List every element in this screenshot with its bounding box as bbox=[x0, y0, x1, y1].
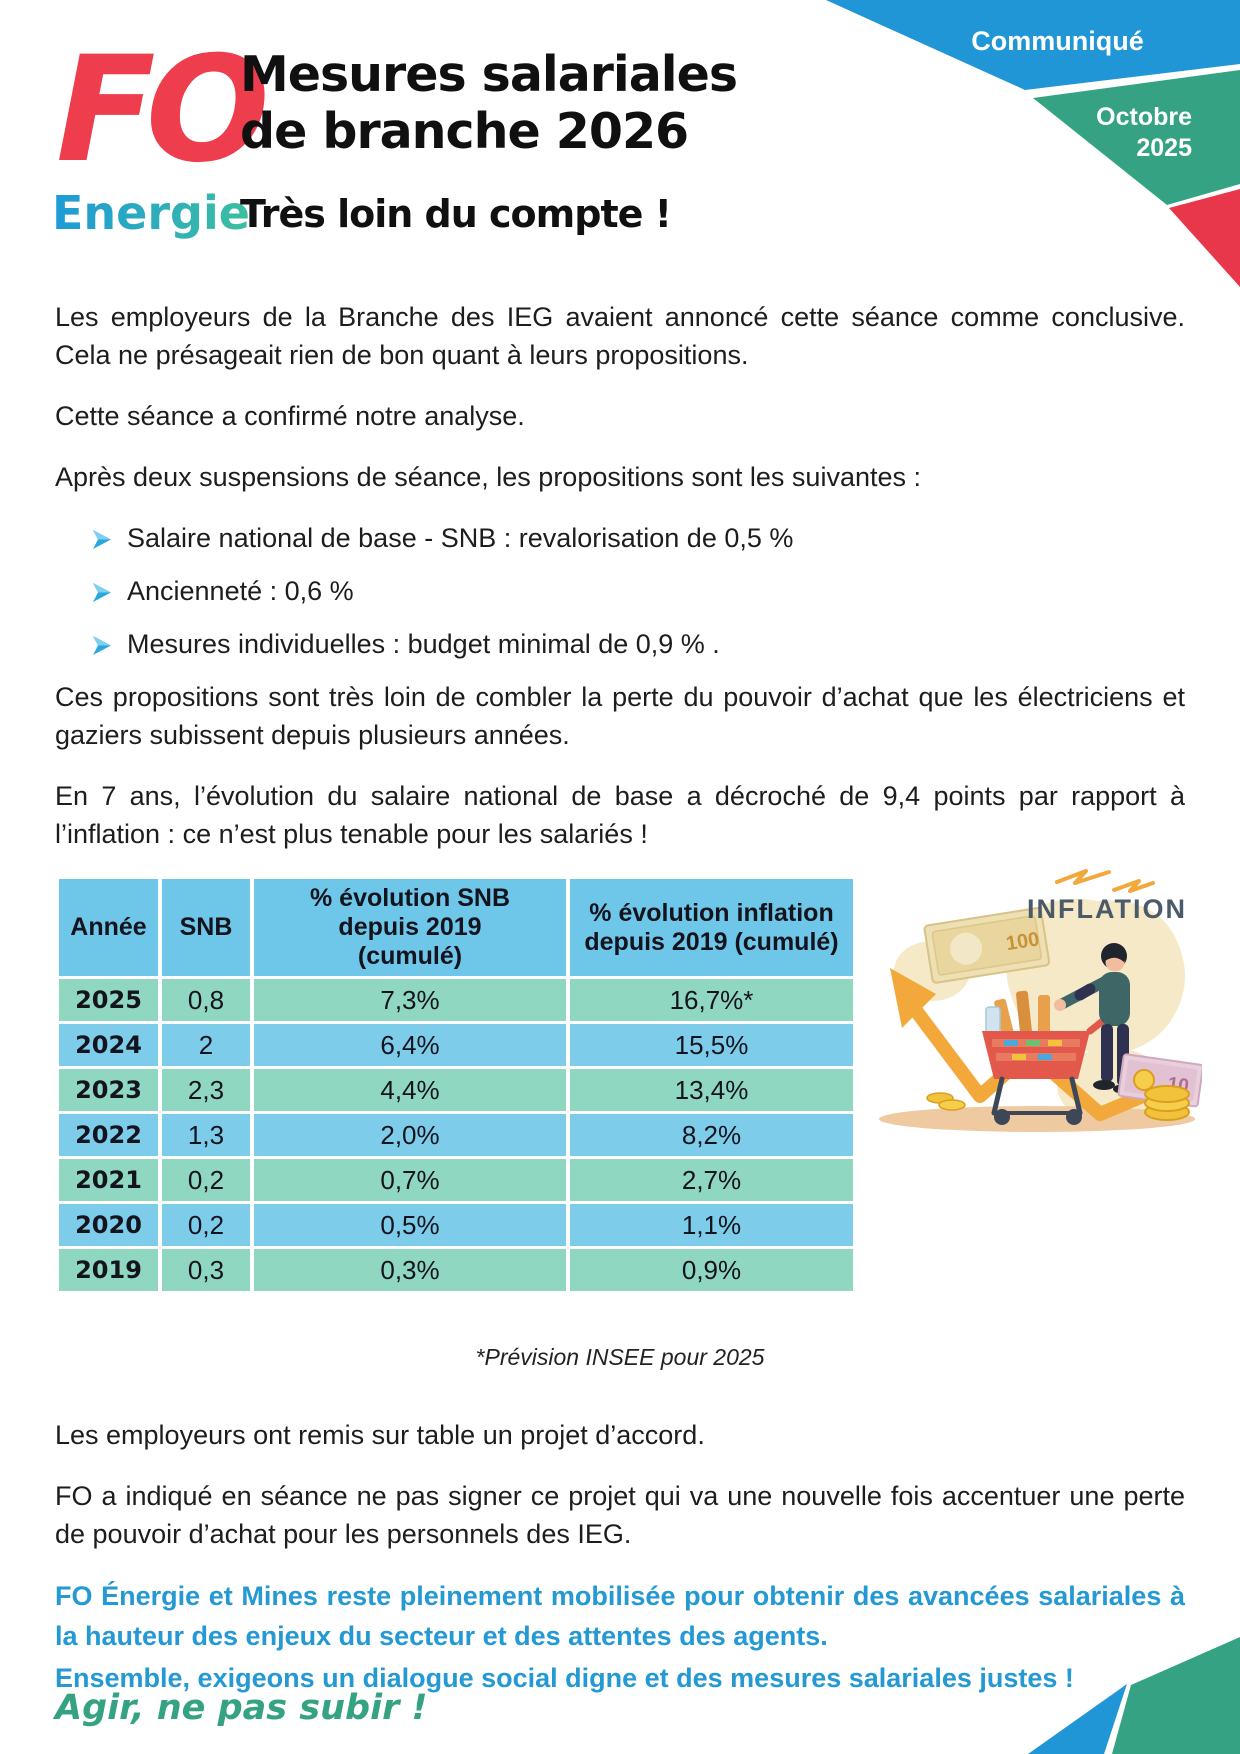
cell-year: 2025 bbox=[59, 979, 158, 1021]
table-row: 2019 0,3 0,3% 0,9% bbox=[59, 1249, 853, 1291]
top-red-wedge bbox=[1169, 189, 1240, 287]
table-header-row: Année SNB % évolution SNB depuis 2019 (c… bbox=[59, 879, 853, 976]
cell-year: 2023 bbox=[59, 1069, 158, 1111]
cell-evo-snb: 0,3% bbox=[254, 1249, 566, 1291]
bullet-arrow-icon bbox=[93, 636, 111, 655]
list-item: Ancienneté : 0,6 % bbox=[93, 572, 1185, 610]
paragraph-intro: Les employeurs de la Branche des IEG ava… bbox=[55, 302, 1185, 370]
cell-evo-snb: 4,4% bbox=[254, 1069, 566, 1111]
table-row: 2020 0,2 0,5% 1,1% bbox=[59, 1204, 853, 1246]
paragraph-perte: Ces propositions sont très loin de combl… bbox=[55, 682, 1185, 750]
communique-badge: Communiqué bbox=[971, 26, 1144, 56]
table-footnote: *Prévision INSEE pour 2025 bbox=[475, 1344, 765, 1370]
table-row: 2022 1,3 2,0% 8,2% bbox=[59, 1114, 853, 1156]
date-badge-year: 2025 bbox=[1136, 134, 1192, 162]
cell-evo-snb: 0,7% bbox=[254, 1159, 566, 1201]
cell-snb: 0,8 bbox=[162, 979, 250, 1021]
cell-evo-snb: 0,5% bbox=[254, 1204, 566, 1246]
column-header-evolution-inflation: % évolution inflation depuis 2019 (cumul… bbox=[570, 879, 853, 976]
inflation-illustration: 100 bbox=[879, 869, 1202, 1132]
cell-snb: 1,3 bbox=[162, 1114, 250, 1156]
list-item: Mesures individuelles : budget minimal d… bbox=[93, 625, 1185, 663]
bullet-arrow-icon bbox=[93, 530, 111, 549]
cell-evo-snb: 6,4% bbox=[254, 1024, 566, 1066]
cell-year: 2020 bbox=[59, 1204, 158, 1246]
column-header-evolution-snb: % évolution SNB depuis 2019 (cumulé) bbox=[254, 879, 566, 976]
column-header-snb: SNB bbox=[162, 879, 250, 976]
shopping-cart-icon bbox=[982, 990, 1122, 1125]
date-badge: Octobre 2025 bbox=[1040, 102, 1192, 164]
fo-logo: FO bbox=[56, 25, 270, 195]
coin-stack-icon bbox=[926, 1069, 1190, 1121]
proposition-list: Salaire national de base - SNB : revalor… bbox=[93, 519, 1185, 663]
cell-snb: 0,2 bbox=[162, 1204, 250, 1246]
list-item-text: Salaire national de base - SNB : revalor… bbox=[127, 523, 794, 553]
snb-inflation-table: Année SNB % évolution SNB depuis 2019 (c… bbox=[55, 876, 857, 1294]
cell-year: 2022 bbox=[59, 1114, 158, 1156]
table-row: 2025 0,8 7,3% 16,7%* bbox=[59, 979, 853, 1021]
cell-year: 2021 bbox=[59, 1159, 158, 1201]
list-item-text: Mesures individuelles : budget minimal d… bbox=[127, 629, 720, 659]
fo-energie-wordmark: Energie bbox=[52, 186, 250, 240]
table-row: 2021 0,2 0,7% 2,7% bbox=[59, 1159, 853, 1201]
cell-snb: 2 bbox=[162, 1024, 250, 1066]
cell-evo-inflation: 15,5% bbox=[570, 1024, 853, 1066]
date-badge-month: Octobre bbox=[1096, 103, 1192, 131]
highlight-mobilisation: FO Énergie et Mines reste pleinement mob… bbox=[55, 1581, 1185, 1651]
cell-snb: 0,3 bbox=[162, 1249, 250, 1291]
table-row: 2023 2,3 4,4% 13,4% bbox=[59, 1069, 853, 1111]
cell-snb: 0,2 bbox=[162, 1159, 250, 1201]
paragraph-projet: Les employeurs ont remis sur table un pr… bbox=[55, 1420, 705, 1450]
page-title: Mesures salariales de branche 2026 Très … bbox=[240, 46, 738, 236]
slogan: Agir, ne pas subir ! bbox=[55, 1688, 428, 1728]
page-title-line2: de branche 2026 bbox=[240, 103, 689, 160]
highlight-block: FO Énergie et Mines reste pleinement mob… bbox=[55, 1576, 1185, 1698]
paragraph-fo-position: FO a indiqué en séance ne pas signer ce … bbox=[55, 1481, 1185, 1549]
cell-snb: 2,3 bbox=[162, 1069, 250, 1111]
cell-evo-inflation: 16,7%* bbox=[570, 979, 853, 1021]
page-subtitle: Très loin du compte ! bbox=[240, 192, 672, 236]
paragraph-analysis: Cette séance a confirmé notre analyse. bbox=[55, 401, 525, 431]
svg-text:100: 100 bbox=[1004, 928, 1040, 955]
column-header-annee: Année bbox=[59, 879, 158, 976]
cell-year: 2024 bbox=[59, 1024, 158, 1066]
cell-evo-inflation: 0,9% bbox=[570, 1249, 853, 1291]
body-content: Les employeurs de la Branche des IEG ava… bbox=[55, 298, 1185, 1700]
banknote-100-euro: 100 bbox=[923, 907, 1051, 984]
list-item: Salaire national de base - SNB : revalor… bbox=[93, 519, 1185, 557]
cell-evo-inflation: 13,4% bbox=[570, 1069, 853, 1111]
cell-year: 2019 bbox=[59, 1249, 158, 1291]
highlight-ensemble: Ensemble, exigeons un dialogue social di… bbox=[55, 1663, 1074, 1693]
paragraph-propositions: Après deux suspensions de séance, les pr… bbox=[55, 462, 922, 492]
cell-evo-snb: 2,0% bbox=[254, 1114, 566, 1156]
page-title-line1: Mesures salariales bbox=[240, 46, 738, 103]
table-row: 2024 2 6,4% 15,5% bbox=[59, 1024, 853, 1066]
bullet-arrow-icon bbox=[93, 583, 111, 602]
lightning-icon bbox=[1055, 869, 1155, 893]
cell-evo-inflation: 2,7% bbox=[570, 1159, 853, 1201]
list-item-text: Ancienneté : 0,6 % bbox=[127, 576, 354, 606]
cell-evo-inflation: 1,1% bbox=[570, 1204, 853, 1246]
cell-evo-inflation: 8,2% bbox=[570, 1114, 853, 1156]
paragraph-7ans: En 7 ans, l’évolution du salaire nationa… bbox=[55, 781, 1185, 849]
inflation-label: INFLATION bbox=[1027, 894, 1187, 924]
cell-evo-snb: 7,3% bbox=[254, 979, 566, 1021]
